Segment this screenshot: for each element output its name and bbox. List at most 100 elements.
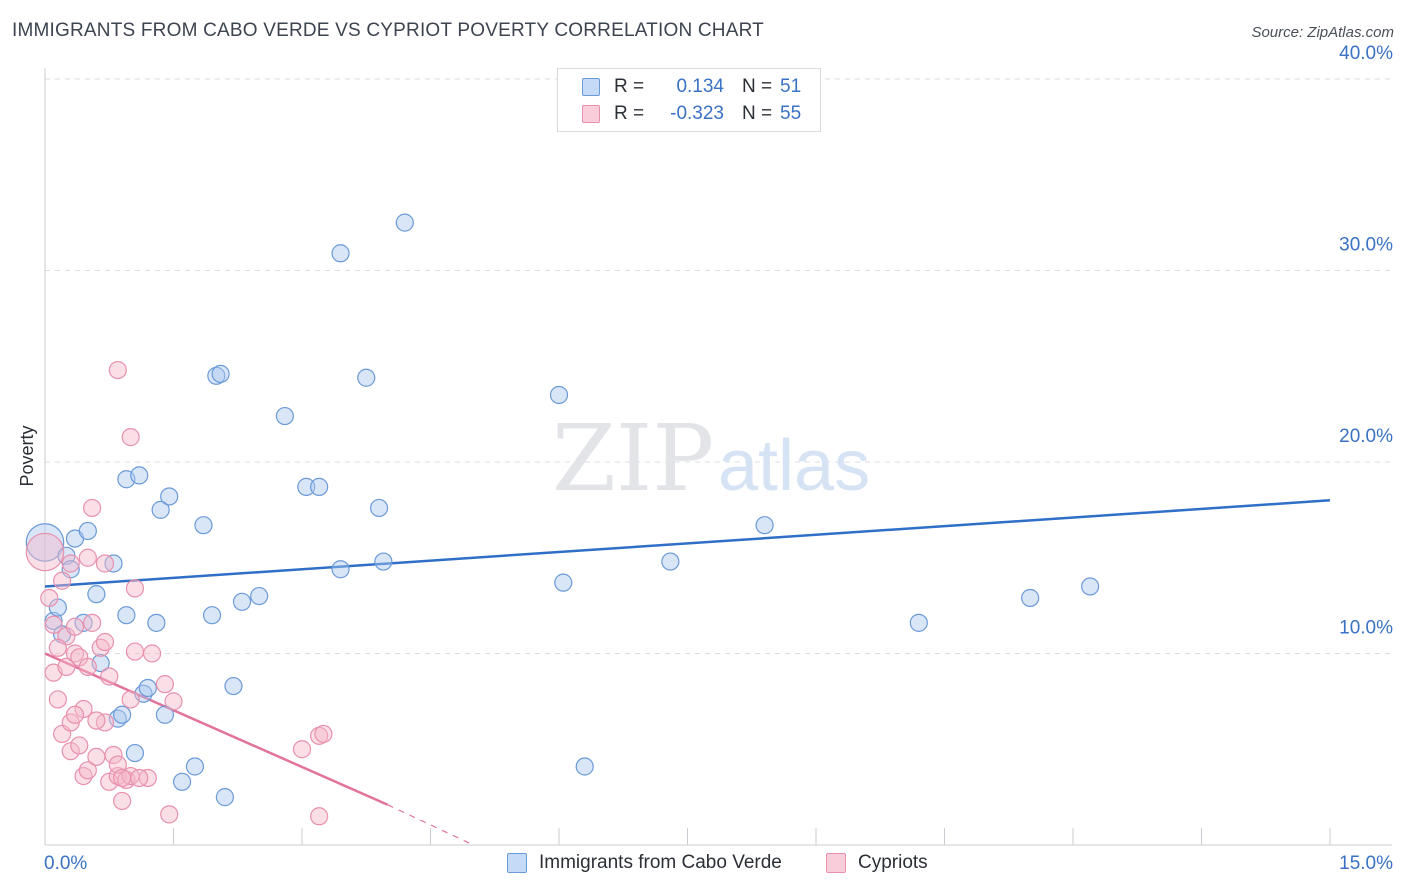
point-cabo-verde — [25, 523, 65, 562]
point-cypriots — [130, 768, 149, 788]
x-tick-label: 0.0% — [44, 853, 87, 874]
y-axis-title: Poverty — [17, 425, 37, 486]
trend-lines — [44, 499, 1331, 846]
point-cabo-verde — [755, 516, 774, 535]
legend-label: Cypriots — [858, 852, 928, 873]
y-tick-label: 40.0% — [1339, 43, 1393, 64]
point-cabo-verde — [1021, 588, 1040, 608]
point-cabo-verde — [78, 521, 97, 541]
point-cabo-verde — [575, 757, 594, 776]
trend-line-cypriots — [44, 652, 389, 806]
point-cabo-verde — [215, 788, 234, 807]
point-cabo-verde — [1081, 577, 1100, 596]
point-cypriots — [83, 613, 102, 632]
point-cypriots — [310, 807, 329, 826]
point-cypriots — [78, 657, 97, 677]
point-cypriots — [48, 638, 67, 657]
point-cypriots — [78, 548, 97, 567]
point-cabo-verde — [138, 678, 157, 698]
point-cabo-verde — [202, 606, 222, 625]
point-cypriots — [70, 736, 89, 755]
point-cabo-verde — [370, 498, 389, 518]
source-note: Source: ZipAtlas.com — [1251, 24, 1394, 41]
point-cypriots — [155, 675, 175, 694]
n-label: N = — [742, 76, 773, 97]
pink-swatch — [826, 853, 846, 873]
legend-label: Immigrants from Cabo Verde — [539, 852, 782, 873]
point-cabo-verde — [130, 466, 149, 485]
point-cypriots — [112, 791, 132, 811]
point-cabo-verde — [87, 585, 106, 604]
point-cabo-verde — [357, 368, 376, 387]
point-cabo-verde — [185, 757, 205, 776]
point-cypriots — [61, 554, 80, 573]
point-cypriots — [48, 690, 67, 709]
point-cabo-verde — [232, 592, 252, 611]
point-cabo-verde — [147, 613, 166, 632]
stats-legend-row-blue: R = 0.134 N = 51 — [582, 75, 801, 99]
watermark-atlas: atlas — [718, 426, 870, 506]
point-cypriots — [25, 532, 65, 572]
point-cabo-verde — [331, 560, 350, 579]
point-cypriots — [292, 740, 312, 759]
point-cypriots — [78, 761, 97, 780]
point-cypriots — [100, 667, 119, 686]
point-cabo-verde — [112, 705, 132, 724]
r-value: -0.323 — [670, 103, 724, 124]
point-cypriots — [104, 745, 123, 765]
point-cabo-verde — [250, 586, 269, 606]
n-label: N = — [742, 103, 773, 124]
point-cypriots — [83, 498, 102, 518]
x-tick-label: 15.0% — [1339, 853, 1393, 874]
point-cabo-verde — [549, 385, 569, 405]
point-cabo-verde — [44, 611, 63, 631]
point-cypriots — [314, 724, 333, 744]
n-value: 55 — [780, 103, 802, 124]
point-cabo-verde — [117, 606, 136, 625]
legend-item-cypriots[interactable]: Cypriots — [826, 852, 928, 874]
point-cabo-verde — [331, 244, 350, 263]
watermark: ZIP atlas — [552, 405, 870, 512]
point-cypriots — [65, 617, 85, 636]
point-cabo-verde — [211, 364, 230, 384]
y-tick-label: 30.0% — [1339, 235, 1393, 256]
point-cypriots — [95, 554, 115, 573]
point-cabo-verde — [310, 477, 329, 496]
watermark-zip: ZIP — [552, 405, 714, 512]
point-cypriots — [87, 711, 106, 730]
point-cypriots — [40, 588, 59, 608]
point-cypriots — [112, 768, 132, 788]
point-cabo-verde — [395, 213, 414, 232]
axis-labels: 10.0% 20.0% 30.0% 40.0% 0.0% 15.0% Poverty — [17, 43, 1393, 874]
axes — [44, 68, 1392, 846]
data-points — [25, 213, 1100, 826]
point-cabo-verde — [194, 516, 213, 535]
point-cabo-verde — [125, 743, 145, 763]
point-cypriots — [125, 579, 145, 598]
trend-line-cabo-verde — [44, 499, 1331, 588]
stats-legend: R = 0.134 N = 51 R = -0.323 N = 55 — [557, 68, 821, 132]
point-cabo-verde — [374, 552, 393, 571]
chart-title: IMMIGRANTS FROM CABO VERDE VS CYPRIOT PO… — [12, 20, 764, 41]
point-cypriots — [95, 632, 115, 652]
point-cypriots — [142, 644, 162, 663]
y-tick-label: 20.0% — [1339, 426, 1393, 447]
stats-legend-row-pink: R = -0.323 N = 55 — [582, 102, 801, 126]
point-cypriots — [57, 657, 76, 677]
trend-line-cypriots-extension — [387, 804, 474, 846]
point-cypriots — [164, 692, 183, 711]
point-cypriots — [160, 805, 179, 824]
point-cypriots — [121, 428, 140, 447]
point-cabo-verde — [554, 573, 573, 592]
blue-swatch — [507, 853, 527, 873]
point-cabo-verde — [297, 477, 316, 496]
point-cypriots — [44, 615, 63, 634]
point-cypriots — [53, 571, 72, 590]
point-cabo-verde — [661, 552, 680, 571]
point-cypriots — [121, 690, 140, 709]
blue-swatch — [582, 78, 600, 96]
point-cypriots — [65, 705, 85, 724]
legend-item-cabo-verde[interactable]: Immigrants from Cabo Verde — [507, 852, 782, 874]
r-label: R = — [614, 103, 645, 124]
